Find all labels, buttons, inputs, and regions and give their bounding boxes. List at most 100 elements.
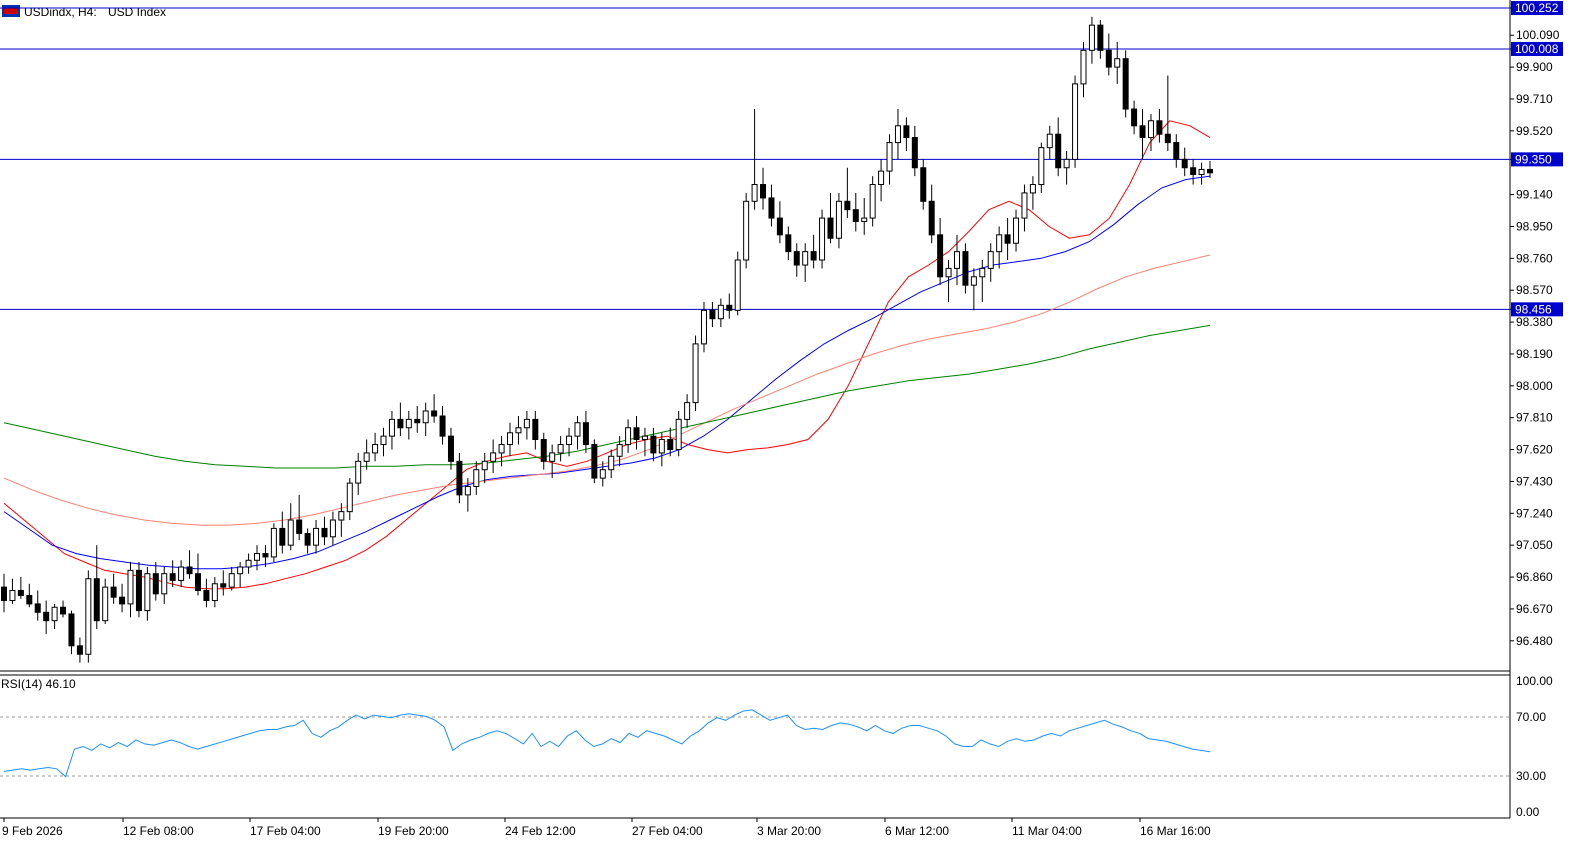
candle-down bbox=[709, 309, 716, 320]
time-label: 9 Feb 2026 bbox=[2, 824, 63, 838]
price-label: 96.860 bbox=[1516, 570, 1553, 584]
candle-down bbox=[262, 553, 269, 558]
candle-up bbox=[1072, 83, 1079, 160]
candle-down bbox=[1004, 234, 1011, 244]
candle-up bbox=[490, 452, 497, 462]
candle-up bbox=[987, 251, 994, 269]
candle-up bbox=[641, 435, 648, 441]
candle-down bbox=[439, 415, 446, 437]
candle-up bbox=[566, 435, 573, 446]
price-label: 99.140 bbox=[1516, 188, 1553, 202]
price-axis-labels: 100.252 100.090100.008 99.900 99.710 99.520 9… bbox=[1510, 1, 1560, 648]
candle-up bbox=[464, 485, 471, 496]
horizontal-line-label-bg bbox=[1511, 41, 1563, 56]
candle-up bbox=[355, 460, 362, 484]
price-label: 97.240 bbox=[1516, 506, 1553, 520]
candle-up bbox=[953, 251, 960, 269]
candle-down bbox=[1139, 125, 1146, 139]
candle-down bbox=[810, 251, 817, 261]
candle-up bbox=[835, 200, 842, 239]
price-label: 100.090 bbox=[1516, 28, 1560, 42]
candle-down bbox=[962, 251, 969, 286]
time-label: 3 Mar 20:00 bbox=[757, 824, 821, 838]
candle-up bbox=[684, 402, 691, 420]
moving-averages bbox=[3, 120, 1211, 590]
candle-down bbox=[1156, 120, 1163, 135]
candle-down bbox=[152, 573, 159, 595]
candle-up bbox=[1021, 192, 1028, 219]
candle-up bbox=[894, 125, 901, 144]
moving-average-line bbox=[3, 175, 1211, 570]
candle-up bbox=[1114, 58, 1121, 68]
candle-up bbox=[692, 343, 699, 404]
candle-up bbox=[878, 170, 885, 186]
candle-down bbox=[768, 197, 775, 219]
time-label: 12 Feb 08:00 bbox=[123, 824, 194, 838]
price-label: 97.620 bbox=[1516, 443, 1553, 457]
candle-down bbox=[17, 589, 24, 597]
candle-up bbox=[734, 259, 741, 311]
candle-up bbox=[700, 309, 707, 345]
candle-up bbox=[211, 583, 218, 602]
candle-down bbox=[414, 418, 421, 424]
candle-down bbox=[135, 569, 142, 612]
candle-down bbox=[903, 125, 910, 139]
candle-up bbox=[287, 519, 294, 546]
candle-down bbox=[591, 444, 598, 479]
candle-down bbox=[532, 418, 539, 441]
candle-up bbox=[970, 276, 977, 286]
candle-up bbox=[608, 455, 615, 471]
candle-down bbox=[93, 578, 100, 622]
candle-down bbox=[279, 527, 286, 546]
candle-down bbox=[119, 596, 126, 605]
horizontal-line-label-bg bbox=[1511, 302, 1563, 317]
price-label: 97.810 bbox=[1516, 411, 1553, 425]
candle-up bbox=[886, 142, 893, 172]
candle-down bbox=[34, 603, 41, 613]
horizontal-line-label: 99.350 bbox=[1515, 152, 1552, 166]
candle-down bbox=[26, 595, 33, 605]
price-label: 99.710 bbox=[1516, 92, 1553, 106]
candle-up bbox=[380, 435, 387, 446]
time-label: 19 Feb 20:00 bbox=[378, 824, 449, 838]
candle-up bbox=[388, 418, 395, 437]
candle-up bbox=[338, 511, 345, 521]
candle-up bbox=[1147, 120, 1154, 139]
price-label: 98.000 bbox=[1516, 379, 1553, 393]
candle-down bbox=[60, 606, 67, 615]
candle-up bbox=[245, 559, 252, 568]
candle-down bbox=[1164, 133, 1171, 144]
moving-average-line bbox=[3, 120, 1211, 590]
rsi-title: RSI(14) 46.10 bbox=[1, 677, 76, 691]
rsi-polyline bbox=[3, 709, 1211, 778]
candle-up bbox=[144, 573, 151, 612]
candle-up bbox=[574, 422, 581, 437]
horizontal-lines[interactable] bbox=[0, 7, 1510, 310]
candle-up bbox=[329, 519, 336, 538]
candle-up bbox=[1038, 147, 1045, 186]
time-label: 27 Feb 04:00 bbox=[632, 824, 703, 838]
candle-down bbox=[920, 167, 927, 202]
candle-down bbox=[110, 586, 117, 598]
candle-up bbox=[1080, 49, 1087, 85]
candle-up bbox=[557, 444, 564, 454]
time-label: 16 Mar 16:00 bbox=[1140, 824, 1211, 838]
candle-down bbox=[456, 460, 463, 496]
price-label: 99.900 bbox=[1516, 60, 1553, 74]
candle-up bbox=[1063, 158, 1070, 169]
candle-down bbox=[431, 410, 438, 417]
candle-up bbox=[599, 469, 606, 479]
price-label: 98.380 bbox=[1516, 315, 1553, 329]
candle-down bbox=[1, 586, 7, 602]
candle-down bbox=[76, 645, 83, 655]
candle-down bbox=[169, 573, 176, 581]
rsi-label-0: 0.00 bbox=[1516, 805, 1540, 819]
candle-up bbox=[802, 251, 809, 266]
candle-up bbox=[161, 573, 168, 595]
horizontal-line-label: 98.456 bbox=[1515, 302, 1552, 316]
candle-up bbox=[616, 444, 623, 457]
candle-down bbox=[667, 439, 674, 451]
candle-up bbox=[523, 418, 530, 429]
candle-up bbox=[549, 452, 556, 462]
